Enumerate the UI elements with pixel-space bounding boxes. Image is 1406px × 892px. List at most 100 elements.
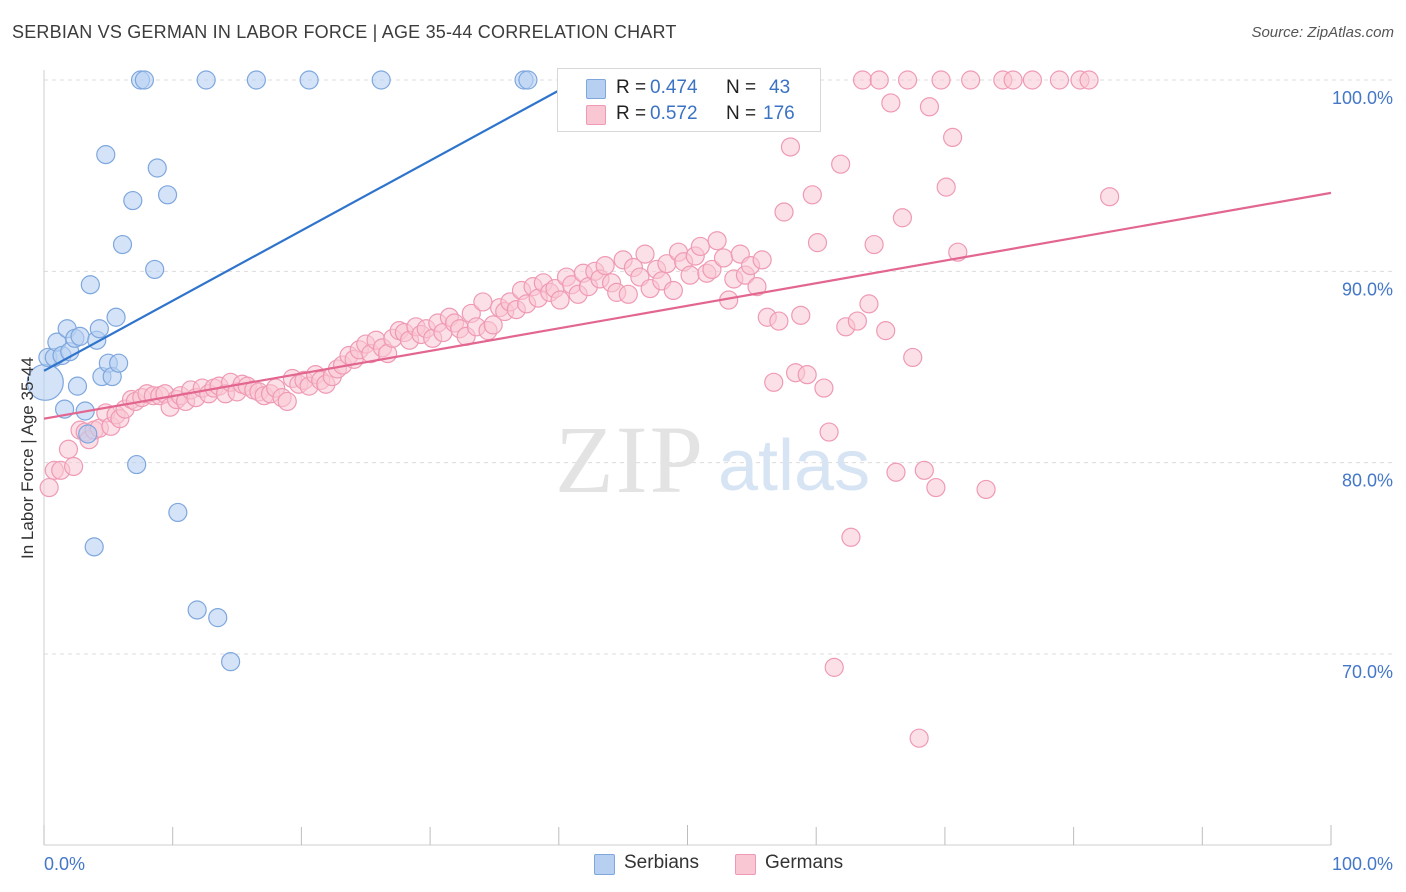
german-point	[1049, 70, 1070, 90]
german-points	[39, 70, 1120, 748]
correlation-legend: R = 0.474 N = 43 R = 0.572 N = 176	[557, 68, 821, 132]
serbian-point	[518, 70, 538, 90]
serbian-point	[299, 70, 319, 90]
german-point	[769, 311, 789, 331]
grid-lines	[44, 79, 1392, 655]
german-point	[841, 527, 861, 547]
german-point	[943, 127, 963, 147]
serbian-legend-label: Serbians	[624, 852, 699, 873]
watermark-zip: ZIP	[555, 406, 705, 513]
german-point	[926, 477, 946, 498]
german-point	[847, 311, 867, 331]
german-point	[1022, 70, 1043, 90]
german-point	[936, 177, 956, 197]
german-point	[595, 255, 615, 276]
serbian-point	[89, 319, 109, 339]
serbian-point	[134, 70, 154, 90]
r-label: R =	[616, 103, 647, 124]
german-point	[807, 233, 828, 253]
r-value: 0.474	[650, 77, 698, 98]
serbian-point	[67, 376, 88, 396]
german-point	[909, 728, 929, 748]
german-point	[897, 70, 918, 90]
german-point	[791, 305, 811, 325]
german-point	[680, 265, 700, 285]
german-point	[919, 97, 940, 117]
german-point	[859, 294, 879, 314]
serbian-point	[70, 326, 90, 346]
serbian-point	[123, 190, 143, 211]
german-point	[473, 292, 493, 312]
legend-row-serbians: R = 0.474 N = 43	[558, 77, 820, 101]
y-tick-label: 80.0%	[1342, 471, 1393, 491]
german-point	[797, 365, 817, 385]
serbian-point	[371, 70, 391, 90]
german-point	[1079, 70, 1099, 90]
german-point	[58, 439, 79, 459]
german-point	[64, 456, 84, 477]
y-axis-label: In Labor Force | Age 35-44	[18, 357, 37, 559]
german-point	[550, 290, 570, 310]
serbian-trend-line	[43, 79, 579, 372]
serbian-point	[157, 185, 178, 205]
german-point	[931, 70, 951, 90]
y-tick-label: 70.0%	[1342, 662, 1393, 682]
axes	[43, 70, 1332, 846]
trend-lines	[43, 79, 1332, 420]
n-label: N =	[726, 103, 757, 124]
serbian-point	[96, 145, 116, 165]
german-point	[774, 202, 794, 222]
serbian-point	[84, 537, 104, 557]
german-point	[663, 280, 683, 301]
x-tick-label: 100.0%	[1332, 854, 1393, 874]
german-point	[713, 248, 734, 268]
y-tick-label: 90.0%	[1342, 279, 1393, 299]
german-point	[702, 259, 722, 280]
serbian-point	[187, 600, 207, 620]
german-point	[752, 250, 772, 270]
german-point	[976, 479, 996, 500]
serbian-legend-swatch	[594, 854, 615, 875]
german-point	[747, 277, 767, 297]
german-legend-swatch	[735, 854, 756, 875]
german-point	[277, 391, 297, 412]
german-point	[814, 378, 834, 398]
german-point	[780, 137, 801, 157]
german-point	[914, 460, 934, 480]
german-point	[764, 372, 784, 392]
n-value: 176	[763, 103, 795, 124]
german-point	[802, 185, 822, 205]
chart-title: SERBIAN VS GERMAN IN LABOR FORCE | AGE 3…	[12, 22, 677, 42]
serbian-point	[80, 275, 100, 295]
watermark-atlas: atlas	[718, 426, 870, 506]
german-point	[618, 284, 638, 304]
serbian-point	[145, 259, 165, 280]
german-point	[1100, 187, 1120, 207]
german-point	[864, 234, 884, 255]
y-tick-label: 100.0%	[1332, 88, 1393, 108]
x-tick-label: 0.0%	[44, 854, 85, 874]
german-point	[869, 70, 889, 90]
german-point	[819, 422, 839, 442]
n-value: 43	[769, 77, 791, 98]
german-point	[892, 208, 913, 228]
german-point	[1003, 70, 1023, 90]
german-legend-label: Germans	[765, 852, 844, 873]
german-trend-line	[43, 191, 1332, 420]
german-point	[824, 657, 844, 677]
serbian-points	[26, 70, 538, 672]
german-point	[903, 347, 923, 368]
n-label: N =	[726, 77, 757, 98]
german-point	[881, 93, 901, 113]
serbian-point	[147, 158, 167, 178]
serbian-swatch	[586, 79, 606, 99]
german-point	[961, 70, 981, 90]
serbian-point	[196, 70, 216, 90]
serbian-point	[106, 307, 126, 327]
r-label: R =	[616, 77, 647, 98]
source-label: Source: ZipAtlas.com	[1251, 24, 1394, 41]
serbian-point	[112, 234, 133, 255]
x-tick-labels: 0.0% 100.0%	[44, 854, 1393, 874]
serbian-point	[127, 454, 147, 475]
